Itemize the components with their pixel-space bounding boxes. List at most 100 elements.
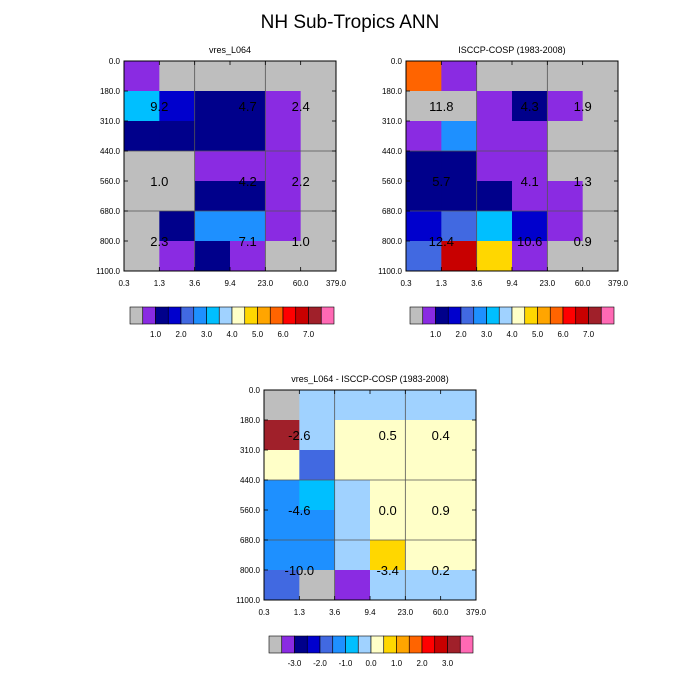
heatmap-cell xyxy=(159,61,196,92)
heatmap-cell xyxy=(406,91,442,122)
heatmap-cell xyxy=(334,420,371,451)
heatmap-cell xyxy=(547,121,584,152)
box-value-label: 4.3 xyxy=(521,99,539,114)
heatmap-cell xyxy=(582,121,619,152)
x-tick-label: 3.6 xyxy=(471,279,483,288)
colorbar-swatch xyxy=(129,306,144,325)
heatmap-cell xyxy=(440,480,477,511)
colorbar-swatch xyxy=(549,306,564,325)
y-tick-label: 800.0 xyxy=(240,566,261,575)
colorbar-swatch xyxy=(524,306,538,325)
heatmap-cell xyxy=(512,151,548,182)
heatmap-cell xyxy=(299,450,336,481)
x-tick-label: 0.3 xyxy=(400,279,412,288)
y-tick-label: 800.0 xyxy=(100,237,121,246)
panel-title: ISCCP-COSP (1983-2008) xyxy=(458,45,565,55)
box-value-label: 10.6 xyxy=(517,234,542,249)
colorbar-swatch xyxy=(409,306,424,325)
heatmap-cell xyxy=(194,121,231,152)
y-tick-label: 800.0 xyxy=(382,237,403,246)
heatmap-cell xyxy=(441,211,478,242)
heatmap-cell xyxy=(547,91,584,122)
box-value-label: 0.4 xyxy=(432,428,450,443)
heatmap-cell xyxy=(547,181,584,212)
heatmap-cell xyxy=(441,121,478,152)
heatmap-cell xyxy=(370,540,406,571)
heatmap-cell xyxy=(512,211,548,242)
heatmap-cell xyxy=(194,151,231,182)
colorbar-swatch xyxy=(268,635,283,654)
y-tick-label: 0.0 xyxy=(391,57,403,66)
y-tick-label: 560.0 xyxy=(240,506,261,515)
colorbar-label: 1.0 xyxy=(391,659,403,668)
heatmap-cell xyxy=(582,151,619,182)
heatmap-cell xyxy=(230,91,266,122)
box-value-label: 5.7 xyxy=(432,174,450,189)
heatmap-cell xyxy=(299,480,336,511)
colorbar-swatch xyxy=(511,306,526,325)
heatmap-cell xyxy=(405,480,442,511)
box-value-label: 7.1 xyxy=(239,234,257,249)
heatmap-cell xyxy=(547,211,584,242)
colorbar-label: 5.0 xyxy=(252,330,264,339)
colorbar-swatch xyxy=(422,306,436,325)
heatmap-cell xyxy=(265,91,302,122)
heatmap-cell xyxy=(159,151,196,182)
heatmap-cell xyxy=(441,61,478,92)
y-tick-label: 680.0 xyxy=(240,536,261,545)
heatmap-cell xyxy=(300,91,337,122)
x-tick-label: 1.3 xyxy=(294,608,306,617)
colorbar-swatch xyxy=(244,306,258,325)
x-tick-label: 9.4 xyxy=(506,279,518,288)
heatmap-cell xyxy=(405,390,442,421)
heatmap-cell xyxy=(300,61,337,92)
panel-difference: vres_L064 - ISCCP-COSP (1983-2008) -2.6 0.… xyxy=(236,374,486,668)
colorbar-swatch xyxy=(498,306,513,325)
box-value-label: 0.0 xyxy=(379,503,397,518)
colorbar-swatch xyxy=(459,635,474,654)
box-value-label: 2.2 xyxy=(292,174,310,189)
heatmap-cell xyxy=(441,181,478,212)
x-tick-label: 60.0 xyxy=(575,279,591,288)
box-value-label: 2.4 xyxy=(292,99,310,114)
box-value-label: 0.5 xyxy=(379,428,397,443)
heatmap-cell xyxy=(194,91,231,122)
heatmap-cell xyxy=(512,61,548,92)
y-tick-label: 440.0 xyxy=(100,147,121,156)
heatmap-cell xyxy=(440,570,477,601)
colorbar-swatch xyxy=(231,306,246,325)
heatmap-cell xyxy=(406,211,442,242)
y-tick-label: 180.0 xyxy=(240,416,261,425)
heatmap-cell xyxy=(124,181,160,212)
box-value-label: 1.9 xyxy=(574,99,592,114)
y-tick-label: 680.0 xyxy=(382,207,403,216)
colorbar-swatch xyxy=(142,306,156,325)
colorbar-swatch xyxy=(319,635,334,654)
colorbar-label: 7.0 xyxy=(303,330,315,339)
colorbar-label: 2.0 xyxy=(175,330,187,339)
heatmap-cell xyxy=(406,151,442,182)
heatmap-cell xyxy=(334,480,371,511)
colorbar-swatch xyxy=(294,635,308,654)
heatmap-cell xyxy=(370,420,406,451)
heatmap-cell xyxy=(300,241,337,272)
x-tick-label: 23.0 xyxy=(258,279,274,288)
y-tick-label: 0.0 xyxy=(249,386,261,395)
heatmap-cell xyxy=(124,211,160,242)
colorbar-swatch xyxy=(486,306,500,325)
y-tick-label: 560.0 xyxy=(100,177,121,186)
heatmap-cell xyxy=(264,480,300,511)
heatmap-cell xyxy=(230,121,266,152)
heatmap-cell xyxy=(124,151,160,182)
heatmap-cell xyxy=(582,241,619,272)
panel-model: vres_L064 9.2 4.7 2.4 1.0 4.2 2.2 2.3 7.1 1.0 0.3 1… xyxy=(96,45,346,339)
box-value-label: 0.9 xyxy=(432,503,450,518)
colorbar-swatch xyxy=(155,306,169,325)
heatmap-cell xyxy=(194,181,231,212)
heatmap-cell xyxy=(582,181,619,212)
colorbar-swatch xyxy=(345,635,359,654)
heatmap-cell xyxy=(300,181,337,212)
figure-title: NH Sub-Tropics ANN xyxy=(261,12,440,33)
colorbar-swatch xyxy=(460,306,475,325)
heatmap-cell xyxy=(124,91,160,122)
